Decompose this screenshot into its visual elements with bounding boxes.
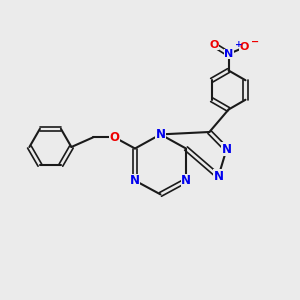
Text: +: + bbox=[235, 40, 243, 50]
Text: O: O bbox=[110, 131, 120, 144]
Text: O: O bbox=[239, 42, 249, 52]
Text: O: O bbox=[209, 40, 219, 50]
Text: N: N bbox=[224, 49, 233, 59]
Text: N: N bbox=[213, 170, 224, 183]
Text: N: N bbox=[181, 174, 191, 187]
Text: N: N bbox=[155, 128, 166, 141]
Text: N: N bbox=[221, 143, 232, 156]
Text: −: − bbox=[251, 36, 259, 46]
Text: N: N bbox=[130, 174, 140, 187]
